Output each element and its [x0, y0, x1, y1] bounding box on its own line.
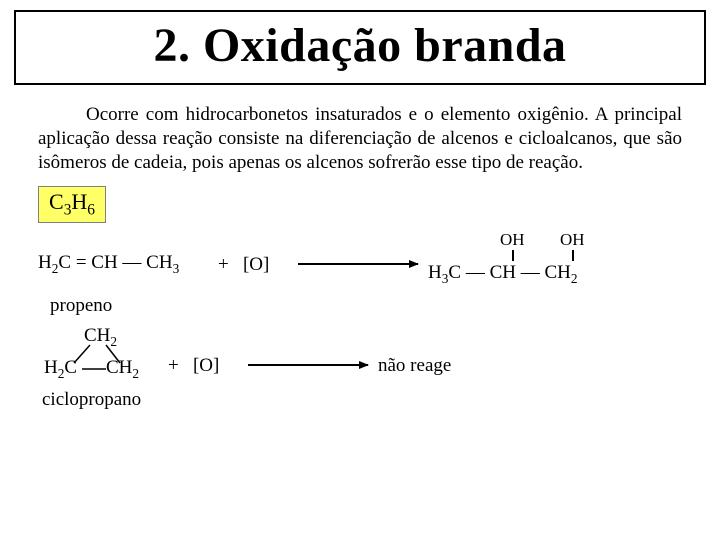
diol-product: OH OH H3C — CH — CH2 [428, 242, 628, 288]
title-box: 2. Oxidação branda [14, 10, 706, 85]
reaction-arrow-2 [248, 364, 368, 367]
reaction-arrow-1 [298, 263, 418, 266]
intro-paragraph: Ocorre com hidrocarbonetos insaturados e… [38, 103, 682, 174]
page-title: 2. Oxidação branda [28, 18, 692, 73]
cyclopropane-label: ciclopropano [42, 389, 682, 411]
reaction-1: H2C = CH — CH3 + [O] OH OH H3C — CH — CH… [38, 237, 682, 293]
oh-label-1: OH [500, 230, 525, 250]
molecular-formula: C3H6 [38, 186, 106, 222]
reaction-2: + [O] não reage [38, 351, 682, 381]
reactions-block: H2C = CH — CH3 + [O] OH OH H3C — CH — CH… [38, 237, 682, 411]
propene-label: propeno [50, 295, 682, 317]
reagent-2: + [O] [168, 355, 238, 377]
reagent-1: + [O] [218, 254, 288, 276]
formula-text: C3H6 [49, 189, 95, 214]
diol-base: H3C — CH — CH2 [428, 262, 578, 287]
oh-bond-2 [572, 250, 574, 261]
oh-bond-1 [512, 250, 514, 261]
propene-structure: H2C = CH — CH3 [38, 252, 218, 277]
no-reaction-text: não reage [378, 355, 451, 377]
oh-label-2: OH [560, 230, 585, 250]
